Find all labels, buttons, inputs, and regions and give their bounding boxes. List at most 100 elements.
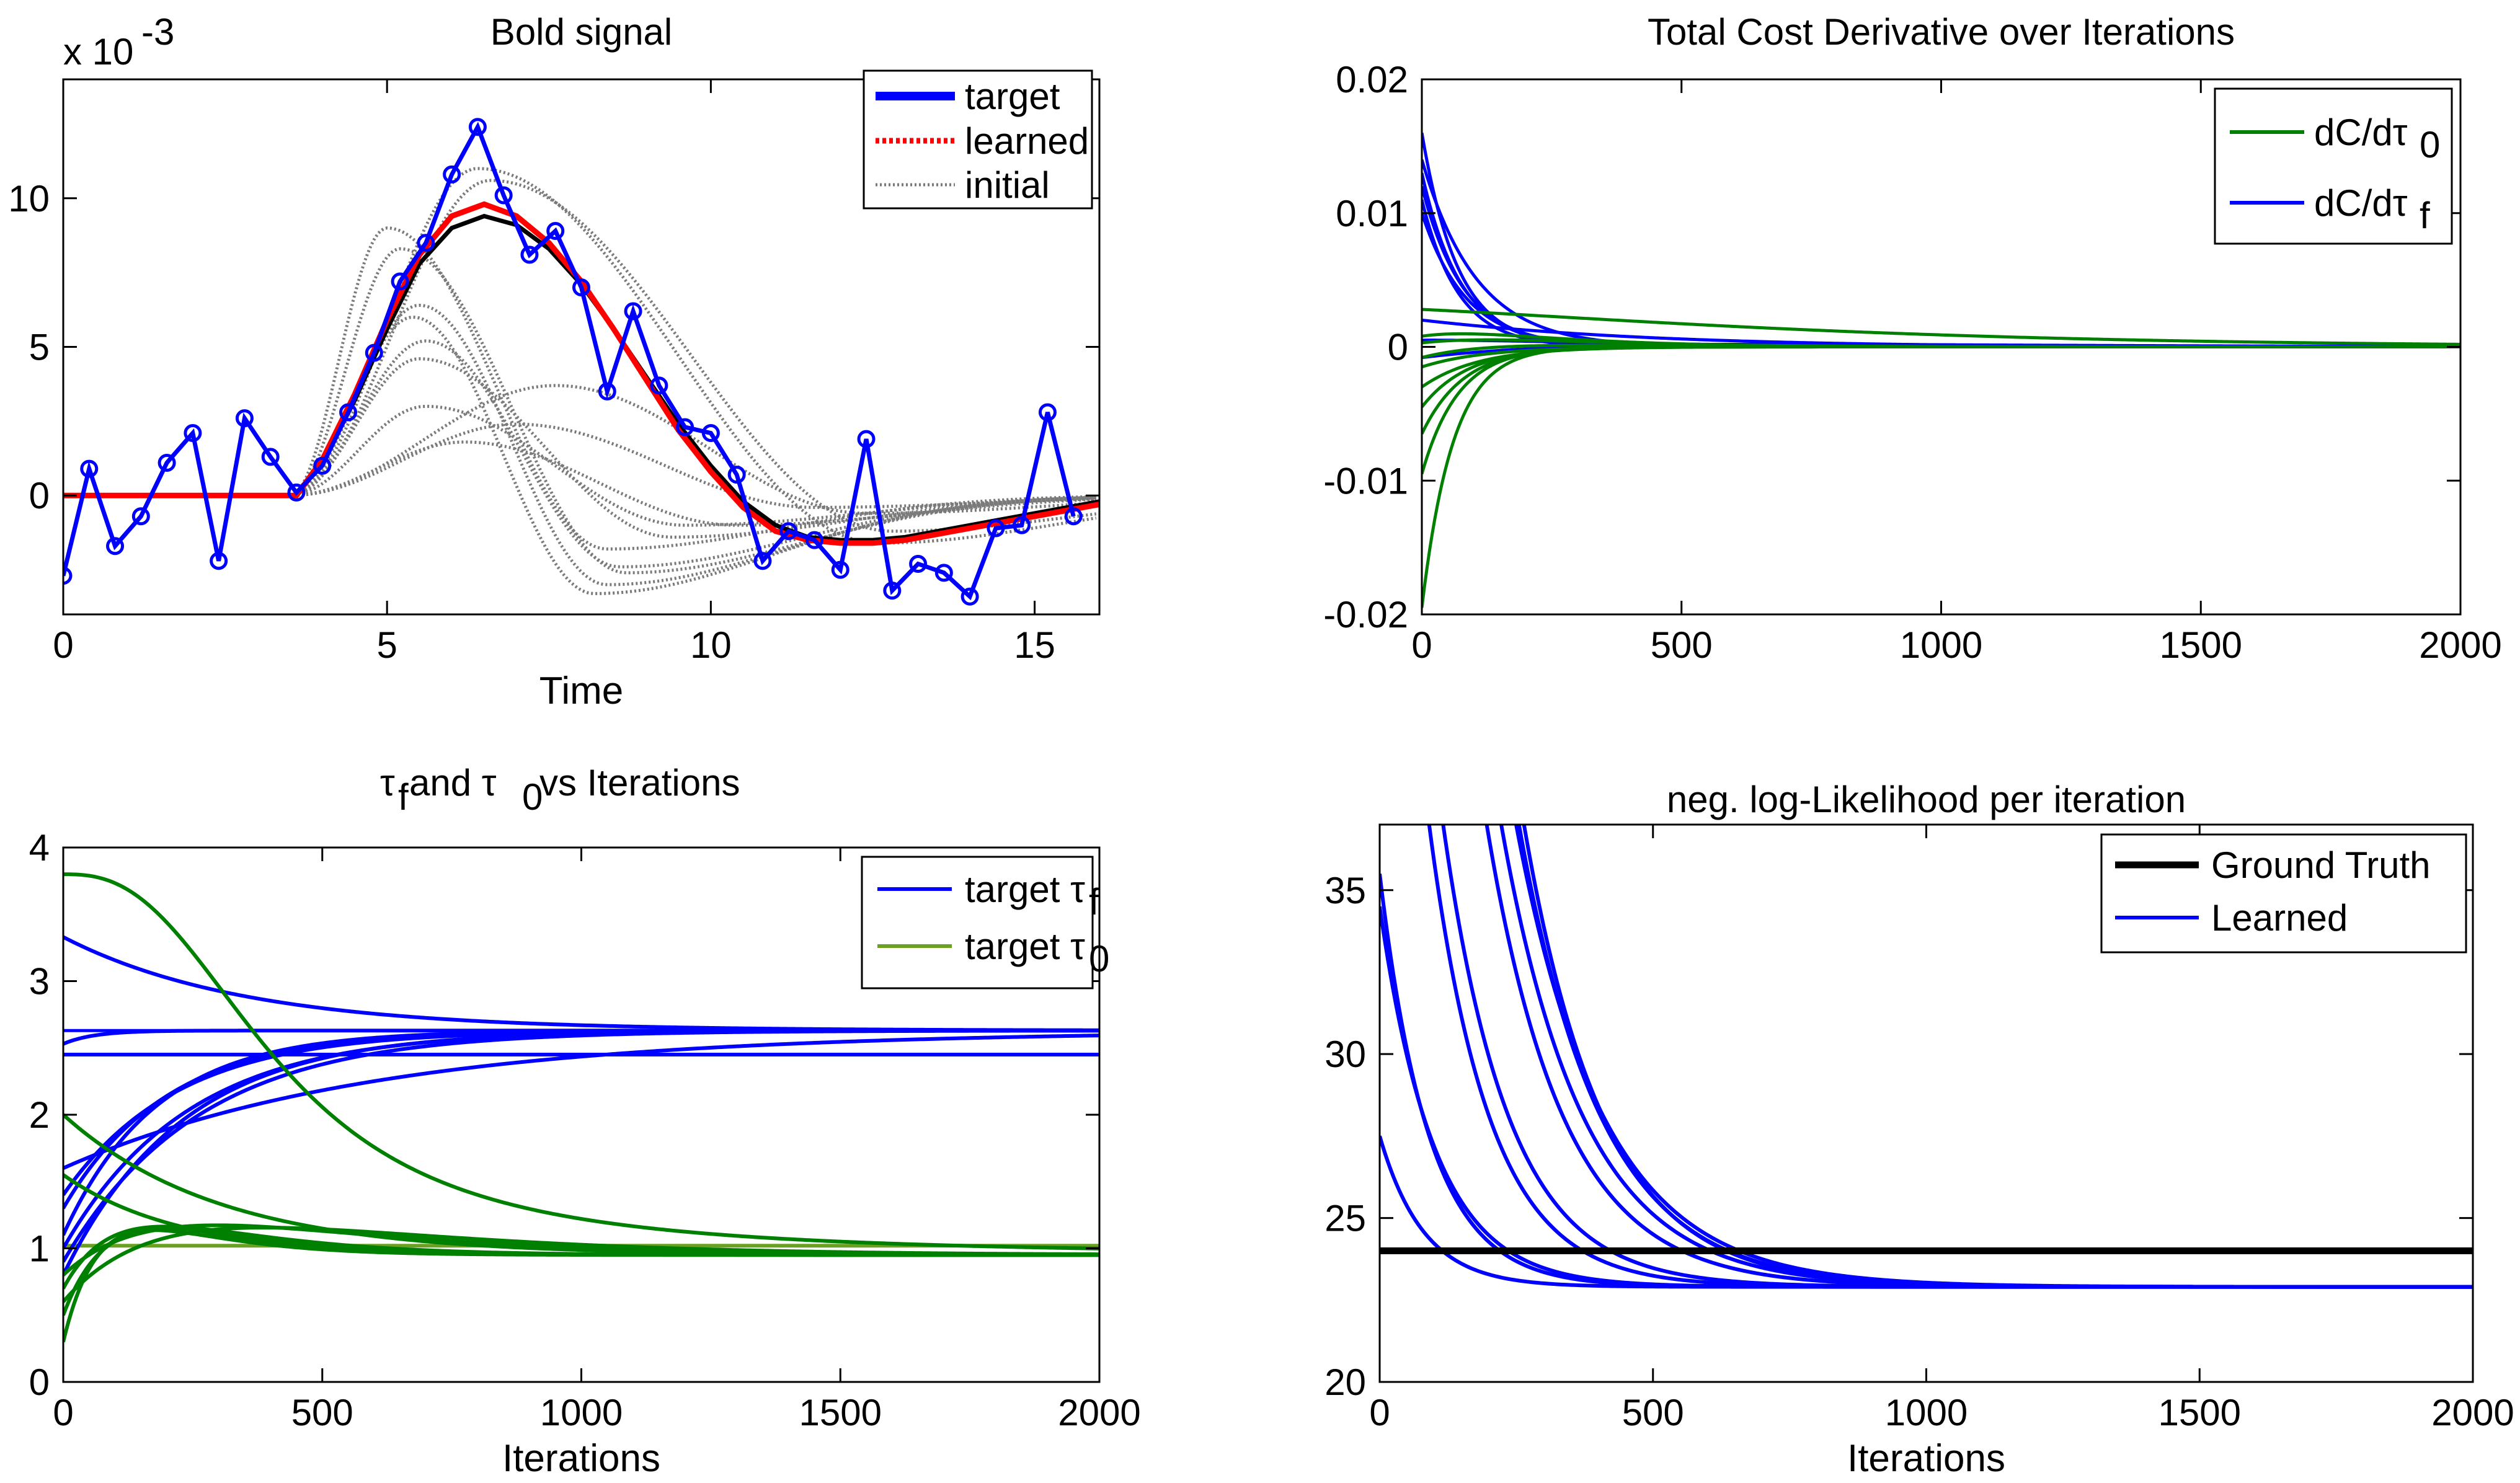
dC-dtau0-curve [1422,345,2460,608]
target-point [106,537,125,556]
initial-curve [63,404,1096,527]
x-tick-label: 1000 [1900,624,1982,666]
target-point [883,582,902,600]
y-tick-label: 20 [1324,1361,1366,1403]
y-tick-label: -0.02 [1323,594,1408,635]
initial-curve [63,316,1096,595]
target-point [261,448,280,466]
panel-2: 0 500 1000 1500 2000 -0.02 -0.01 0 0.01 0.02 Total… [1323,11,2502,666]
target-point [779,522,798,541]
initial-curve [63,247,1096,575]
reference-curve [63,213,1099,542]
y-exponent: -3 [141,11,174,53]
x-tick-label: 0 [53,624,73,666]
legend-label-ground-truth: Ground Truth [2211,844,2431,886]
legend-subscript-tau0: 0 [2420,124,2440,166]
initial-curve [63,422,1096,509]
target-point [805,531,823,549]
y-tick-label: 3 [29,961,50,1003]
target-point [857,430,876,448]
x-tick-label: 2000 [1058,1392,1140,1433]
y-tick-label: 0 [29,1361,50,1403]
learned-curve [1427,825,2473,1289]
target-point [443,165,461,184]
target-point [417,234,435,252]
target-point [235,409,254,428]
title-sub-f: f [398,776,409,818]
dC-dtau0-curve [1422,345,2460,369]
y-tick-label: 0 [1388,327,1408,368]
legend-box [2214,87,2453,245]
dC-dtau0-curve [1422,343,2460,360]
initial-curve [63,384,1096,515]
y-tick-label: 0 [29,475,50,516]
y-tick-label: 0.02 [1336,59,1408,100]
x-axis-label: Time [539,670,623,712]
x-tick-label: 15 [1014,624,1055,666]
x-tick-label: 1000 [1885,1392,1968,1433]
target-point [131,507,150,526]
dC-dtau0-curve [1422,345,2460,389]
legend-label-initial: initial [965,164,1050,206]
target-point [909,554,928,573]
target-point [676,418,694,436]
tauf-curve [63,1034,1099,1170]
initial-curve [63,440,1096,527]
plot-area [63,872,1099,1343]
learned-curve [63,201,1099,546]
target-point [650,376,668,395]
legend-label-target: target [965,76,1060,117]
target-point [753,552,772,570]
target-point [727,466,746,484]
legend-label-tau0: target τ [965,926,1085,967]
target-point [572,278,590,297]
y-tick-label: 10 [8,178,50,219]
target-point [313,456,332,475]
target-point [831,560,850,579]
target-point [934,564,953,582]
dC-dtau0-curve [1422,345,2460,409]
target-point [1064,507,1083,526]
tau0-curve [63,1226,1099,1316]
title-tau-f: τ [380,762,395,803]
target-point [546,222,565,241]
target-point [184,424,202,443]
target-point [520,246,539,264]
y-tick-label: 4 [29,827,50,869]
legend: Ground Truth Learned [2100,833,2467,954]
target-point [701,424,720,443]
y-tick-label: 5 [29,327,50,368]
target-point [80,459,99,478]
target-point [1038,403,1057,422]
panel-1: 0 5 10 15 0 5 10 Time Bold signal x 10 -3 targetlea… [8,11,1101,712]
x-tick-label: 500 [291,1392,353,1433]
learned-curve [1441,825,2473,1289]
legend-subscript-f: f [1089,881,1099,923]
learned-curve [1522,825,2473,1289]
x-tick-label: 2000 [2431,1392,2514,1433]
learned-curve [1380,1135,2473,1289]
title-sub-0: 0 [522,776,543,818]
tau0-curve [63,1223,1099,1277]
legend-label-tauf: dC/dτ [2314,182,2408,224]
target-line [63,122,1076,601]
legend-label-tau0: dC/dτ [2314,112,2408,153]
legend-label-tauf: target τ [965,869,1085,910]
chart-title: Total Cost Derivative over Iterations [1648,11,2235,53]
y-tick-label: 30 [1324,1034,1366,1075]
x-tick-label: 0 [1411,624,1432,666]
x-tick-label: 0 [53,1392,73,1433]
target-point [494,186,513,205]
plot-area [1422,132,2460,608]
legend-box [2100,833,2467,954]
tau0-curve [63,872,1099,1251]
y-tick-label: -0.01 [1323,460,1408,502]
target-point [63,567,73,585]
y-tick-label: 35 [1324,870,1366,911]
legend: dC/dτ 0 dC/dτ f [2214,87,2453,245]
initial-curve [63,179,1097,533]
legend-label-learned: learned [965,120,1089,162]
